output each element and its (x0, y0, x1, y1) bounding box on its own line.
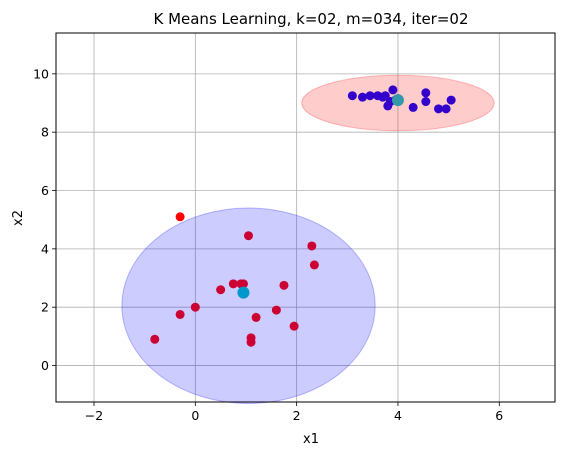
x-tick-label: 4 (394, 408, 402, 423)
y-tick-label: 4 (41, 241, 49, 256)
x-tick-label: −2 (85, 408, 103, 423)
data-point (309, 260, 319, 270)
data-point (365, 91, 375, 101)
data-point (421, 88, 431, 98)
y-tick-label: 6 (41, 183, 49, 198)
data-point (421, 97, 431, 107)
data-points (150, 85, 456, 347)
data-point (347, 91, 357, 101)
data-point (246, 333, 256, 343)
data-point (388, 85, 398, 95)
y-axis-ticks: 0 2 4 6 8 10 (33, 66, 56, 373)
data-point (175, 212, 185, 222)
data-point (441, 104, 451, 114)
x-tick-label: 2 (293, 408, 301, 423)
data-point (175, 309, 185, 319)
y-tick-label: 8 (41, 125, 49, 140)
data-point (289, 321, 299, 331)
data-point (244, 231, 254, 241)
y-tick-label: 2 (41, 300, 49, 315)
data-point (216, 285, 226, 295)
chart-title: K Means Learning, k=02, m=034, iter=02 (153, 10, 468, 28)
data-point (279, 280, 289, 290)
x-tick-label: 6 (495, 408, 503, 423)
data-point (190, 302, 200, 312)
x-tick-label: 0 (191, 408, 199, 423)
cluster-ellipses (121, 74, 495, 404)
data-point (446, 95, 456, 105)
y-tick-label: 10 (33, 66, 49, 81)
y-axis-label: x2 (11, 210, 26, 226)
centroid-1 (237, 286, 250, 299)
data-point (433, 104, 443, 114)
data-point (271, 305, 281, 315)
data-point (251, 312, 261, 322)
data-point (408, 102, 418, 112)
plot-frame (55, 32, 556, 403)
centroids (237, 94, 404, 299)
data-point (228, 279, 238, 289)
y-tick-label: 0 (41, 358, 49, 373)
x-axis-ticks: −2 0 2 4 6 (85, 402, 503, 423)
cluster-ellipse-1 (121, 207, 376, 404)
data-point (238, 279, 248, 289)
grid (56, 33, 555, 402)
data-point (150, 334, 160, 344)
data-point (307, 241, 317, 251)
x-axis-label: x1 (303, 432, 319, 447)
data-point (380, 91, 390, 101)
data-point (357, 92, 367, 102)
centroid-2 (391, 94, 404, 107)
